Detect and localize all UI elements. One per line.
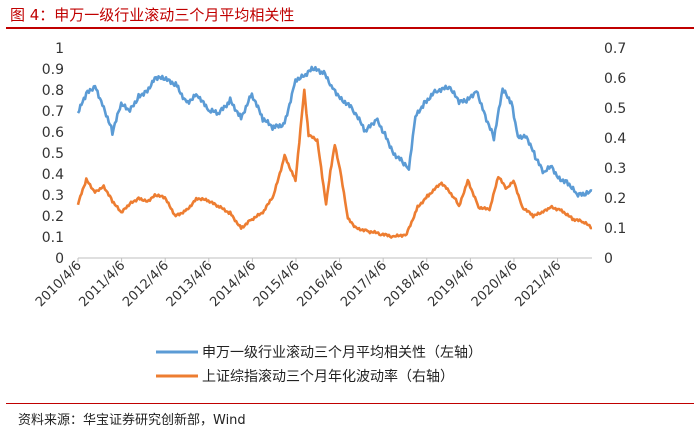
right-y-tick-label: 0.3 bbox=[604, 161, 626, 177]
volatility-series-line bbox=[76, 88, 593, 239]
x-tick-label: 2017/4/6 bbox=[338, 258, 390, 310]
correlation-series-line bbox=[76, 65, 593, 198]
x-axis: 2010/4/62011/4/62012/4/62013/4/62014/4/6… bbox=[33, 258, 564, 310]
source-rule bbox=[6, 403, 694, 404]
right-y-tick-label: 0.6 bbox=[604, 71, 626, 87]
source-note: 资料来源：华宝证券研究创新部，Wind bbox=[18, 413, 246, 428]
left-y-tick-label: 0.8 bbox=[42, 83, 64, 99]
left-y-tick-label: 0.4 bbox=[42, 167, 64, 183]
right-y-tick-label: 0.2 bbox=[604, 191, 626, 207]
chart-plot: 10.90.80.70.60.50.40.30.20.10 0.70.60.50… bbox=[33, 41, 626, 385]
right-y-tick-label: 0 bbox=[604, 251, 613, 267]
left-y-tick-label: 0.2 bbox=[42, 209, 64, 225]
figure-title: 图 4：申万一级行业滚动三个月平均相关性 bbox=[10, 6, 295, 24]
x-tick-label: 2013/4/6 bbox=[164, 258, 216, 310]
x-tick-label: 2011/4/6 bbox=[77, 258, 129, 310]
legend-label-correlation: 申万一级行业滚动三个月平均相关性（左轴） bbox=[202, 344, 482, 361]
left-y-tick-label: 0.3 bbox=[42, 188, 64, 204]
left-y-tick-label: 0.6 bbox=[42, 125, 64, 141]
x-tick-label: 2015/4/6 bbox=[251, 258, 303, 310]
x-tick-label: 2020/4/6 bbox=[469, 258, 521, 310]
x-tick-label: 2019/4/6 bbox=[425, 258, 477, 310]
left-y-axis: 1 0.9 0.8 0.7 0.6 0.5 0.4 0.3 0.2 0.1 0 bbox=[42, 41, 64, 267]
x-tick-label: 2021/4/6 bbox=[512, 258, 564, 310]
series-lines bbox=[76, 65, 593, 239]
right-y-tick-label: 0.5 bbox=[604, 101, 626, 117]
left-y-tick-label: 0.5 bbox=[42, 146, 64, 162]
left-y-tick-label: 0.9 bbox=[42, 62, 64, 78]
right-y-tick-label: 0.4 bbox=[604, 131, 626, 147]
right-y-tick-label: 0.1 bbox=[604, 221, 626, 237]
right-y-tick-label: 0.7 bbox=[604, 41, 626, 57]
left-y-tick-label: 0.7 bbox=[42, 104, 64, 120]
x-tick-label: 2014/4/6 bbox=[207, 258, 259, 310]
left-y-tick-label: 0 bbox=[55, 251, 64, 267]
x-tick-label: 2016/4/6 bbox=[295, 258, 347, 310]
left-y-tick-label: 0.1 bbox=[42, 230, 64, 246]
chart-legend: 申万一级行业滚动三个月平均相关性（左轴） 上证综指滚动三个月年化波动率（右轴） bbox=[156, 344, 482, 385]
right-y-axis: 0.7 0.6 0.5 0.4 0.3 0.2 0.1 0 bbox=[604, 41, 626, 267]
title-rule bbox=[6, 27, 694, 29]
left-y-tick-label: 1 bbox=[55, 41, 64, 57]
x-tick-label: 2018/4/6 bbox=[382, 258, 434, 310]
legend-label-volatility: 上证综指滚动三个月年化波动率（右轴） bbox=[202, 368, 454, 385]
x-tick-label: 2012/4/6 bbox=[120, 258, 172, 310]
